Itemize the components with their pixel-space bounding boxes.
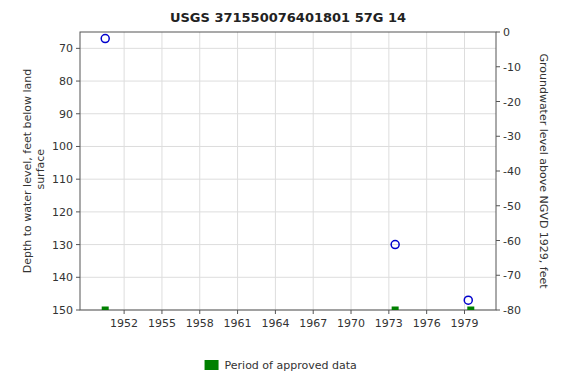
grid-line xyxy=(80,48,496,49)
y-axis-label-line: Depth to water level, feet below land xyxy=(21,69,34,274)
legend-label: Period of approved data xyxy=(225,359,357,372)
y2-tick-label: -40 xyxy=(503,165,521,178)
y-axis-label: Depth to water level, feet below land su… xyxy=(21,69,47,274)
x-tick-label: 1973 xyxy=(375,317,403,330)
x-tick-label: 1952 xyxy=(110,317,138,330)
y2-tick-label: -20 xyxy=(503,96,521,109)
y2-tick-label: -50 xyxy=(503,200,521,213)
marks xyxy=(101,35,474,310)
x-tick xyxy=(275,310,276,314)
x-tick-label: 1967 xyxy=(299,317,327,330)
x-tick-label: 1961 xyxy=(224,317,252,330)
y-tick-label: 130 xyxy=(52,239,73,252)
y-tick-label: 150 xyxy=(52,304,73,317)
legend: Period of approved data xyxy=(205,359,357,372)
y2-tick xyxy=(496,310,500,311)
y-tick xyxy=(76,113,80,114)
grid-line xyxy=(199,32,200,310)
grid-line xyxy=(80,179,496,180)
y2-tick xyxy=(496,101,500,102)
y2-tick-label: -10 xyxy=(503,61,521,74)
y-tick xyxy=(76,244,80,245)
grid-line xyxy=(426,32,427,310)
grid-line xyxy=(275,32,276,310)
grid xyxy=(80,32,496,310)
plot-frame xyxy=(80,32,496,310)
grid-line xyxy=(237,32,238,310)
x-tick-label: 1955 xyxy=(148,317,176,330)
y-tick-label: 100 xyxy=(52,140,73,153)
x-tick xyxy=(464,310,465,314)
grid-line xyxy=(80,211,496,212)
x-tick-label: 1958 xyxy=(186,317,214,330)
x-tick xyxy=(237,310,238,314)
grid-line xyxy=(80,113,496,114)
y-tick-label: 80 xyxy=(59,75,73,88)
x-tick xyxy=(124,310,125,314)
grid-line xyxy=(464,32,465,310)
y2-tick xyxy=(496,136,500,137)
y2-tick xyxy=(496,205,500,206)
x-tick xyxy=(351,310,352,314)
y2-tick-label: -30 xyxy=(503,130,521,143)
y2-tick-label: -80 xyxy=(503,304,521,317)
grid-line xyxy=(388,32,389,310)
y-tick xyxy=(76,179,80,180)
y-tick xyxy=(76,48,80,49)
grid-line xyxy=(124,32,125,310)
legend-swatch xyxy=(205,360,219,370)
y-tick-label: 110 xyxy=(52,173,73,186)
grid-line xyxy=(80,146,496,147)
y2-tick xyxy=(496,240,500,241)
x-tick xyxy=(161,310,162,314)
grid-line xyxy=(351,32,352,310)
x-tick xyxy=(199,310,200,314)
square-point xyxy=(102,307,109,311)
grid-line xyxy=(80,81,496,82)
x-tick xyxy=(313,310,314,314)
y2-tick-label: -70 xyxy=(503,269,521,282)
y-tick-label: 70 xyxy=(59,42,73,55)
y-tick-label: 90 xyxy=(59,108,73,121)
y-tick-label: 140 xyxy=(52,271,73,284)
y2-tick-label: -60 xyxy=(503,235,521,248)
y2-axis-label: Groundwater level above NGVD 1929, feet xyxy=(537,53,550,289)
y2-tick-label: 0 xyxy=(503,26,510,39)
x-tick-label: 1976 xyxy=(413,317,441,330)
x-tick-label: 1964 xyxy=(261,317,289,330)
grid-line xyxy=(161,32,162,310)
chart: 1952 1955 1958 1961 1964 1967 1970 1973 1976 1979… xyxy=(0,0,576,384)
circle-point xyxy=(464,296,472,304)
title: USGS 371550076401801 57G 14 xyxy=(170,10,406,25)
grid-line xyxy=(80,244,496,245)
y2-tick xyxy=(496,32,500,33)
y2-tick xyxy=(496,66,500,67)
circle-point xyxy=(391,241,399,249)
y-tick xyxy=(76,277,80,278)
y-axis-label-line: surface xyxy=(34,149,47,193)
series xyxy=(102,307,475,311)
x-tick xyxy=(426,310,427,314)
y2-tick xyxy=(496,275,500,276)
square-point xyxy=(467,307,474,311)
circle-point xyxy=(101,35,109,43)
series xyxy=(101,35,472,305)
x-tick xyxy=(388,310,389,314)
y-tick xyxy=(76,211,80,212)
y-tick-label: 120 xyxy=(52,206,73,219)
x-tick-label: 1970 xyxy=(337,317,365,330)
grid-line xyxy=(313,32,314,310)
grid-line xyxy=(80,277,496,278)
y-tick xyxy=(76,310,80,311)
ticks: 1952 1955 1958 1961 1964 1967 1970 1973 1976 1979… xyxy=(52,26,521,330)
square-point xyxy=(392,307,399,311)
x-tick-label: 1979 xyxy=(450,317,478,330)
y-tick xyxy=(76,81,80,82)
y-tick xyxy=(76,146,80,147)
y2-tick xyxy=(496,171,500,172)
